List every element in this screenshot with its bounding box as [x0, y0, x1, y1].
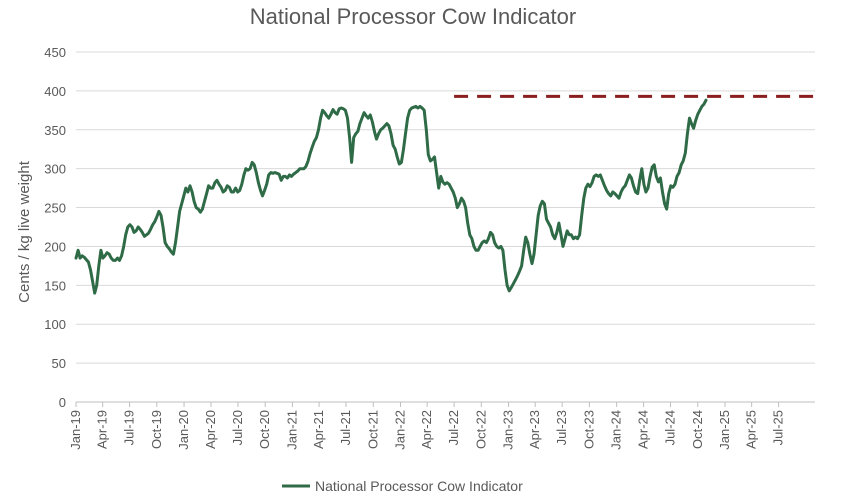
x-tick-label: Oct-19: [149, 410, 164, 449]
x-tick-label: Jan-22: [392, 410, 407, 450]
x-tick-label: Jul-25: [771, 410, 786, 445]
y-tick-label: 250: [44, 201, 66, 216]
y-tick-label: 50: [52, 356, 66, 371]
x-tick-label: Oct-22: [473, 410, 488, 449]
x-tick-label: Jul-23: [554, 410, 569, 445]
x-tick-label: Oct-20: [257, 410, 272, 449]
y-tick-label: 400: [44, 84, 66, 99]
y-tick-label: 350: [44, 123, 66, 138]
x-tick-label: Apr-22: [419, 410, 434, 449]
x-tick-label: Jan-23: [501, 410, 516, 450]
y-axis-label: Cents / kg live weight: [16, 160, 33, 303]
y-tick-label: 300: [44, 162, 66, 177]
legend: National Processor Cow Indicator: [282, 478, 523, 494]
y-tick-label: 100: [44, 317, 66, 332]
x-tick-label: Jul-19: [122, 410, 137, 445]
x-tick-label: Jan-24: [609, 410, 624, 450]
legend-label: National Processor Cow Indicator: [315, 478, 523, 494]
x-tick-label: Jul-20: [230, 410, 245, 445]
x-tick-label: Oct-24: [690, 410, 705, 449]
x-tick-label: Oct-21: [365, 410, 380, 449]
x-tick-label: Jul-24: [663, 410, 678, 445]
x-tick-label: Apr-21: [311, 410, 326, 449]
x-tick-label: Jul-21: [338, 410, 353, 445]
chart-title: National Processor Cow Indicator: [250, 4, 576, 29]
x-tick-label: Jan-19: [68, 410, 83, 450]
y-tick-labels: 0 50 100 150 200 250 300 350 400 450: [44, 45, 66, 410]
x-tick-label: Jul-22: [446, 410, 461, 445]
y-tick-label: 150: [44, 278, 66, 293]
gridlines: [76, 51, 815, 403]
y-tick-label: 450: [44, 45, 66, 60]
x-tick-label: Jan-20: [176, 410, 191, 450]
y-tick-label: 200: [44, 239, 66, 254]
x-tick-labels: Jan-19 Apr-19 Jul-19 Oct-19 Jan-20 Apr-20 Jul-…: [68, 402, 786, 450]
x-tick-label: Apr-19: [95, 410, 110, 449]
x-tick-label: Jan-21: [284, 410, 299, 450]
x-tick-label: Oct-23: [581, 410, 596, 449]
y-tick-label: 0: [59, 395, 66, 410]
x-tick-label: Apr-20: [203, 410, 218, 449]
x-tick-label: Apr-24: [636, 410, 651, 449]
x-tick-label: Apr-25: [744, 410, 759, 449]
series-line-national-processor-cow-indicator: [74, 98, 708, 295]
x-tick-label: Apr-23: [527, 410, 542, 449]
x-tick-label: Jan-25: [717, 410, 732, 450]
